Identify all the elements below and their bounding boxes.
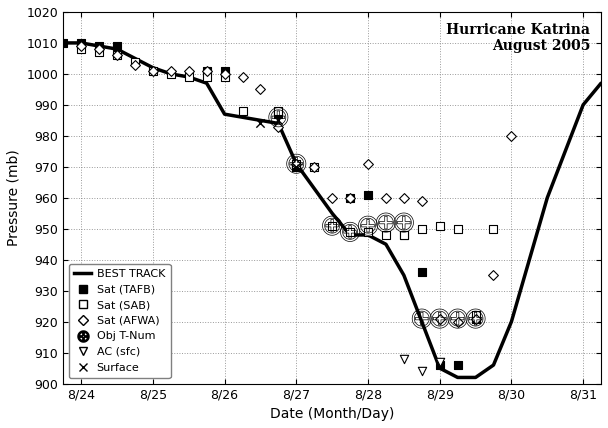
Sat (SAB) [471, 312, 480, 319]
Sat (TAFB) [274, 111, 283, 118]
Sat (AFWA) [94, 46, 104, 53]
Sat (TAFB) [417, 269, 427, 276]
Text: Hurricane Katrina
August 2005: Hurricane Katrina August 2005 [446, 23, 590, 54]
Obj T-Num [381, 219, 391, 226]
Surface [274, 117, 283, 124]
Sat (SAB) [453, 226, 463, 232]
Sat (SAB) [184, 74, 193, 80]
Sat (AFWA) [130, 61, 140, 68]
Sat (SAB) [238, 107, 247, 114]
Obj T-Num [327, 222, 337, 229]
Sat (TAFB) [112, 43, 122, 50]
Sat (SAB) [219, 74, 229, 80]
Sat (AFWA) [112, 52, 122, 59]
Sat (SAB) [274, 107, 283, 114]
Sat (AFWA) [453, 318, 463, 325]
AC (sfc) [399, 355, 409, 362]
Sat (AFWA) [291, 160, 301, 167]
Sat (TAFB) [363, 191, 373, 198]
Sat (SAB) [417, 226, 427, 232]
Sat (TAFB) [345, 194, 355, 201]
Sat (TAFB) [435, 362, 444, 369]
Obj T-Num [453, 315, 463, 322]
Sat (AFWA) [506, 132, 516, 139]
Sat (SAB) [166, 71, 176, 77]
Sat (AFWA) [471, 315, 480, 322]
Sat (TAFB) [471, 315, 480, 322]
Sat (AFWA) [363, 160, 373, 167]
Obj T-Num [363, 222, 373, 229]
Sat (AFWA) [489, 272, 499, 279]
Sat (AFWA) [345, 194, 355, 201]
Sat (AFWA) [148, 67, 157, 74]
Sat (SAB) [76, 46, 86, 53]
Sat (TAFB) [58, 39, 68, 46]
Obj T-Num [274, 114, 283, 121]
Sat (SAB) [148, 67, 157, 74]
Sat (SAB) [363, 229, 373, 235]
Sat (SAB) [112, 52, 122, 59]
Y-axis label: Pressure (mb): Pressure (mb) [7, 149, 21, 246]
Sat (SAB) [345, 229, 355, 235]
Sat (SAB) [327, 222, 337, 229]
Obj T-Num [417, 315, 427, 322]
Legend: BEST TRACK, Sat (TAFB), Sat (SAB), Sat (AFWA), Obj T-Num, AC (sfc), Surface: BEST TRACK, Sat (TAFB), Sat (SAB), Sat (… [69, 264, 170, 378]
Sat (AFWA) [238, 74, 247, 80]
Sat (TAFB) [291, 163, 301, 170]
Sat (TAFB) [202, 67, 212, 74]
Sat (AFWA) [202, 67, 212, 74]
Sat (AFWA) [184, 67, 193, 74]
Sat (AFWA) [381, 194, 391, 201]
Sat (AFWA) [435, 315, 444, 322]
Obj T-Num [291, 160, 301, 167]
Sat (TAFB) [399, 232, 409, 238]
Sat (AFWA) [76, 43, 86, 50]
Obj T-Num [435, 315, 444, 322]
Obj T-Num [345, 229, 355, 235]
Sat (AFWA) [166, 67, 176, 74]
Surface [255, 120, 265, 127]
Sat (TAFB) [453, 362, 463, 369]
Sat (AFWA) [255, 86, 265, 93]
Sat (AFWA) [219, 71, 229, 77]
Sat (SAB) [435, 222, 444, 229]
Sat (SAB) [291, 160, 301, 167]
Sat (SAB) [130, 58, 140, 65]
Obj T-Num [471, 315, 480, 322]
AC (sfc) [417, 368, 427, 374]
Sat (AFWA) [327, 194, 337, 201]
Sat (SAB) [381, 232, 391, 238]
Surface [291, 163, 301, 170]
Sat (SAB) [489, 226, 499, 232]
Sat (SAB) [399, 232, 409, 238]
Sat (TAFB) [219, 67, 229, 74]
Sat (AFWA) [274, 123, 283, 130]
Sat (TAFB) [76, 39, 86, 46]
Sat (AFWA) [399, 194, 409, 201]
Sat (SAB) [94, 49, 104, 56]
Sat (AFWA) [417, 197, 427, 204]
Sat (SAB) [309, 163, 319, 170]
Sat (SAB) [202, 74, 212, 80]
X-axis label: Date (Month/Day): Date (Month/Day) [270, 407, 395, 421]
AC (sfc) [435, 359, 444, 366]
Sat (AFWA) [309, 163, 319, 170]
Obj T-Num [399, 219, 409, 226]
Sat (TAFB) [94, 43, 104, 50]
